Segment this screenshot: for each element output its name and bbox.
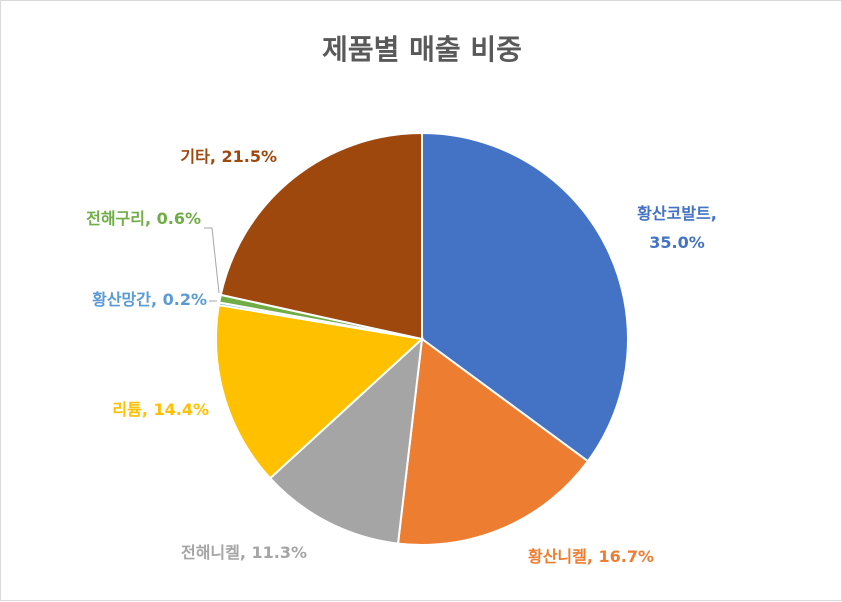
data-label: 황산코발트, — [637, 204, 717, 223]
data-labels: 황산코발트, 35.0% 황산니켈, 16.7% 전해니켈, 11.3% 리튬, 14.… — [86, 147, 717, 566]
pie-slice — [215, 303, 425, 480]
pie-slice — [268, 336, 424, 545]
pie-slice — [421, 131, 629, 463]
data-label: 전해구리, 0.6% — [86, 209, 201, 228]
data-label: 리튬, 14.4% — [112, 400, 209, 419]
data-label: 기타, 21.5% — [180, 147, 277, 166]
pie-slices — [215, 131, 629, 546]
pie-slice — [396, 337, 590, 546]
data-label: 35.0% — [649, 233, 705, 252]
pie-slice — [219, 131, 423, 341]
leader-lines — [204, 227, 220, 302]
data-label: 황산망간, 0.2% — [92, 290, 207, 309]
data-label: 전해니켈, 11.3% — [181, 543, 307, 562]
data-label: 황산니켈, 16.7% — [528, 547, 654, 566]
leader-line — [204, 227, 220, 294]
chart-title: 제품별 매출 비중 — [322, 33, 522, 66]
